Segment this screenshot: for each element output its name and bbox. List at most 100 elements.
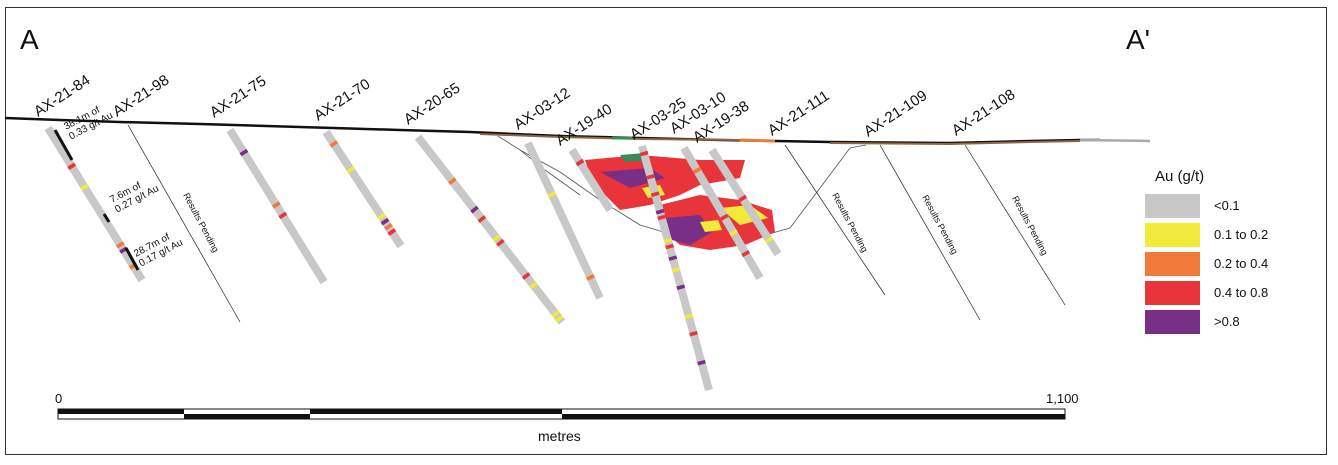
hole-label: AX-21-111 <box>765 87 833 139</box>
assay-interval <box>671 266 681 273</box>
drill-traces <box>44 125 782 392</box>
assay-interval <box>692 166 702 174</box>
legend-item: 0.4 to 0.8 <box>1145 278 1310 307</box>
assay-interval <box>239 148 249 157</box>
assay-interval <box>676 284 686 290</box>
assay-interval <box>697 359 706 366</box>
section-start-label: A <box>20 24 39 55</box>
scale-end: 1,100 <box>1046 391 1079 406</box>
assay-interval <box>492 234 501 242</box>
assay-interval <box>646 173 655 180</box>
assay-interval <box>119 246 128 254</box>
drill-trace <box>414 134 566 325</box>
assay-interval <box>477 215 487 223</box>
legend-label: 0.2 to 0.4 <box>1214 256 1269 271</box>
drill-trace <box>44 125 146 283</box>
assay-interval <box>684 313 694 320</box>
assay-interval <box>551 310 560 318</box>
assay-interval <box>586 274 595 281</box>
legend-item: <0.1 <box>1145 191 1310 220</box>
hole-label: AX-21-109 <box>861 87 930 140</box>
legend-label: <0.1 <box>1214 198 1240 213</box>
drill-trace <box>568 147 614 213</box>
assay-interval <box>729 229 738 237</box>
results-pending-label: Results Pending <box>830 191 870 254</box>
results-pending-label: Results Pending <box>181 191 221 254</box>
legend-item: 0.1 to 0.2 <box>1145 220 1310 249</box>
assay-interval <box>657 214 666 221</box>
hole-label: AX-20-65 <box>401 80 463 129</box>
assay-interval <box>668 255 678 261</box>
assay-interval <box>655 208 665 215</box>
legend-label: 0.4 to 0.8 <box>1214 285 1269 300</box>
assay-interval <box>80 183 90 191</box>
assay-interval <box>575 158 585 167</box>
hole-label: AX-03-12 <box>511 85 573 134</box>
drill-trace <box>322 129 405 249</box>
scale-bar <box>57 408 1066 420</box>
assay-interval <box>271 201 281 209</box>
geological-contact <box>519 149 581 196</box>
section-end-label: A' <box>1126 24 1151 55</box>
legend-swatch <box>1145 309 1200 334</box>
assay-interval <box>329 140 339 148</box>
drill-trace <box>708 147 782 257</box>
assay-interval <box>346 166 356 174</box>
topography-line <box>4 116 1100 145</box>
drill-trace <box>524 141 604 300</box>
assay-interval <box>547 191 557 198</box>
hole-trace-pending <box>879 144 981 321</box>
hole-label: AX-21-98 <box>110 72 172 121</box>
assay-interval <box>555 314 564 323</box>
assay-interval <box>529 281 538 290</box>
legend-swatch <box>1145 280 1200 305</box>
assay-interval <box>380 217 390 226</box>
hole-label: AX-21-75 <box>207 73 269 122</box>
assay-interval <box>377 212 386 221</box>
intercept-annotation: 28.7m of 0.17 g/t Au <box>132 227 185 269</box>
intercept-bracket <box>102 213 111 223</box>
hole-label: AX-21-70 <box>311 76 373 125</box>
scale-unit: metres <box>538 428 581 444</box>
assay-interval <box>738 194 748 203</box>
scale-start: 0 <box>55 391 63 406</box>
intercept-bracket <box>53 129 74 161</box>
grade-legend: Au (g/t) <0.1 0.1 to 0.2 0.2 to 0.4 0.4 … <box>1145 168 1310 336</box>
legend-label: >0.8 <box>1214 314 1240 329</box>
assay-interval <box>665 243 674 250</box>
assay-interval <box>720 213 729 221</box>
assay-interval <box>384 223 393 231</box>
assay-interval <box>689 330 698 337</box>
legend-item: >0.8 <box>1145 307 1310 336</box>
topography-orange-segment <box>739 138 776 143</box>
results-pending-label: Results Pending <box>1010 194 1050 257</box>
results-pending-label: Results Pending <box>920 193 960 256</box>
hole-trace-pending <box>127 124 241 323</box>
legend-item: 0.2 to 0.4 <box>1145 249 1310 278</box>
assay-interval <box>115 241 125 249</box>
hole-label: AX-21-108 <box>949 86 1018 139</box>
topography-extension <box>1079 138 1151 143</box>
assay-interval <box>278 211 288 220</box>
assay-interval <box>650 191 660 198</box>
hole-trace-pending <box>784 144 886 296</box>
intercept-annotation: 38.1m of 0.33 g/t Au <box>62 100 115 142</box>
assay-interval <box>496 238 505 247</box>
assay-interval <box>639 150 649 157</box>
legend-title: Au (g/t) <box>1155 168 1205 185</box>
figure-frame <box>5 7 1327 455</box>
assay-interval <box>663 237 673 244</box>
assay-interval <box>521 272 531 280</box>
hole-trace-pending <box>964 144 1066 306</box>
legend-label: 0.1 to 0.2 <box>1214 227 1269 242</box>
assay-interval <box>448 177 457 185</box>
legend-swatch <box>1145 193 1200 218</box>
intercept-annotation: 7.6m of 0.27 g/t Au <box>108 173 161 215</box>
assay-interval <box>764 236 774 244</box>
legend-swatch <box>1145 222 1200 247</box>
intercept-bracket <box>124 247 140 271</box>
assay-interval <box>128 262 138 270</box>
assay-interval <box>741 249 751 258</box>
legend-swatch <box>1145 251 1200 276</box>
